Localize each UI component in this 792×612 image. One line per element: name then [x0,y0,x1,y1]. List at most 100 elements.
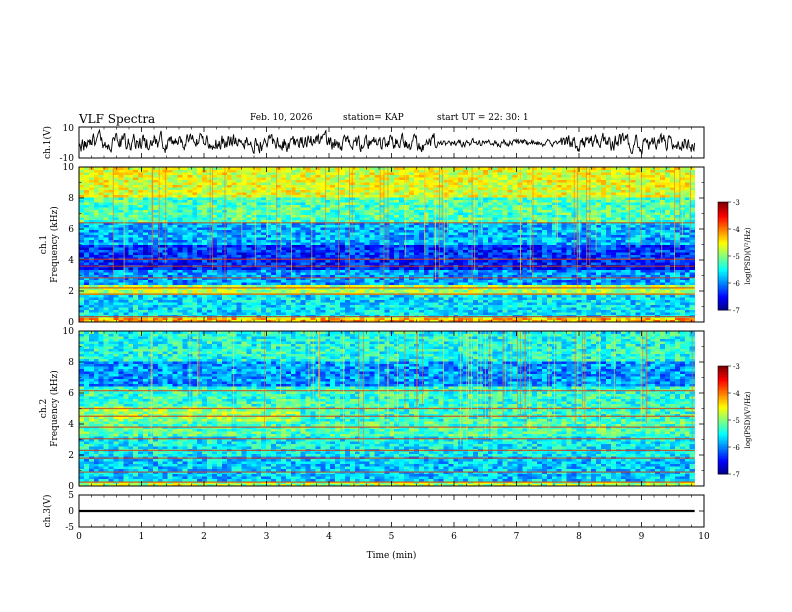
heatmap-cell [566,272,572,275]
heatmap-cell [670,317,676,320]
heatmap-cell [325,312,331,315]
heatmap-cell [266,314,272,318]
heatmap-cell [502,292,508,295]
heatmap-cell [512,267,518,270]
heatmap-cell [152,274,159,278]
heatmap-cell [670,314,676,318]
heatmap-cell [502,312,508,315]
heatmap-cell [428,247,435,250]
heatmap-cell [197,262,203,265]
heatmap-cell [482,319,489,323]
heatmap-cell [492,224,499,228]
heatmap-cell [482,309,489,313]
heatmap-cell [256,299,262,303]
heatmap-cell [438,239,444,243]
heatmap-cell [477,284,484,288]
heatmap-cell [108,239,114,243]
heatmap-cell [310,279,316,283]
heatmap-cell [650,282,656,285]
heatmap-cell [335,224,341,228]
heatmap-cell [532,239,538,243]
heatmap-cell [226,319,233,323]
heatmap-cell [374,254,380,258]
heatmap-cell [335,272,341,275]
heatmap-cell [453,282,459,285]
heatmap-cell [497,314,503,318]
heatmap-cell [650,237,656,240]
heatmap-cell [502,319,508,323]
heatmap-cell [236,289,242,293]
heatmap-cell [369,229,375,233]
heatmap-cell [497,299,503,303]
heatmap-cell [502,302,508,305]
heatmap-cell [300,252,306,255]
heatmap-cell [591,299,597,303]
heatmap-cell [221,309,228,313]
heatmap-cell [354,232,361,235]
heatmap-cell [443,304,449,308]
heatmap-cell [364,272,370,275]
heatmap-cell [128,244,134,248]
heatmap-cell [133,227,139,230]
heatmap-cell [413,244,420,248]
heatmap-cell [438,317,444,320]
heatmap-cell [408,267,415,270]
heatmap-cell [433,244,439,248]
heatmap-cell [143,257,149,260]
heatmap-cell [113,234,119,238]
heatmap-cell [428,319,435,323]
heatmap-cell [561,269,567,273]
heatmap-cell [354,234,361,238]
heatmap-cell [522,257,528,260]
heatmap-cell [305,224,311,228]
heatmap-cell [152,234,159,238]
heatmap-cell [271,277,277,280]
heatmap-cell [310,249,316,253]
heatmap-cell [468,302,474,305]
heatmap-cell [305,282,311,285]
heatmap-cell [537,257,543,260]
heatmap-cell [408,317,415,320]
heatmap-cell [133,222,139,225]
heatmap-cell [660,314,666,318]
heatmap-cell [384,294,390,298]
heatmap-cell [157,307,164,310]
heatmap-cell [231,292,237,295]
heatmap-cell [561,299,567,303]
heatmap-cell [280,282,287,285]
heatmap-cell [605,242,612,245]
heatmap-cell [349,267,356,270]
heatmap-cell [551,259,558,263]
heatmap-cell [211,252,218,255]
heatmap-cell [463,232,469,235]
heatmap-cell [655,224,661,228]
heatmap-cell [551,244,558,248]
heatmap-cell [408,242,415,245]
heatmap-cell [113,307,119,310]
heatmap-cell [349,269,356,273]
heatmap-cell [152,299,159,303]
heatmap-cell [453,234,459,238]
heatmap-cell [231,274,237,278]
heatmap-cell [605,247,612,250]
heatmap-cell [556,224,563,228]
heatmap-cell [620,302,627,305]
heatmap-cell [492,257,499,260]
heatmap-cell [517,254,523,258]
heatmap-cell [605,237,612,240]
heatmap-cell [581,229,587,233]
heatmap-cell [487,314,494,318]
heatmap-cell [492,282,499,285]
heatmap-cell [502,227,508,230]
heatmap-cell [221,299,228,303]
heatmap-cell [660,227,666,230]
heatmap-cell [458,232,464,235]
heatmap-cell [231,297,237,300]
heatmap-cell [433,312,439,315]
heatmap-cell [236,269,242,273]
heatmap-cell [482,317,489,320]
heatmap-cell [197,272,203,275]
heatmap-cell [216,309,223,313]
heatmap-cell [394,297,400,300]
heatmap-cell [418,307,425,310]
